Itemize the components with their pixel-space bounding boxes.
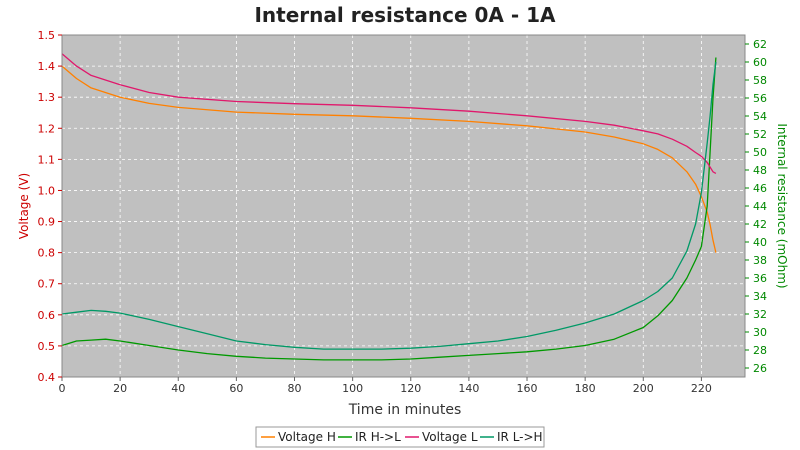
legend-label-ir-l-h: IR L->H (497, 430, 543, 444)
x-tick-label: 200 (633, 382, 654, 395)
y-left-axis-label: Voltage (V) (17, 173, 31, 239)
y-right-tick-label: 36 (753, 272, 767, 285)
y-right-tick-label: 54 (753, 110, 767, 123)
legend-box (255, 426, 545, 448)
x-tick-label: 160 (517, 382, 538, 395)
y-left-tick-label: 0.5 (38, 340, 56, 353)
x-tick-label: 180 (575, 382, 596, 395)
x-axis-label: Time in minutes (348, 402, 462, 418)
y-right-tick-label: 56 (753, 92, 767, 105)
x-tick-label: 40 (171, 382, 185, 395)
y-left-tick-label: 0.4 (38, 371, 56, 384)
y-left-tick-label: 0.9 (38, 216, 56, 229)
y-left-tick-label: 1.5 (38, 29, 56, 42)
x-tick-label: 80 (288, 382, 302, 395)
series-line-voltage-l (61, 53, 717, 174)
y-left-tick-label: 1.2 (38, 122, 56, 135)
x-axis-ticks: 0 20 40 60 80 100 120 140 160 180 200 220 (59, 377, 712, 395)
y-right-tick-label: 42 (753, 218, 767, 231)
y-right-tick-label: 60 (753, 56, 767, 69)
y-right-tick-label: 28 (753, 344, 767, 357)
y-right-tick-label: 34 (753, 290, 767, 303)
x-tick-label: 20 (113, 382, 127, 395)
y-left-axis-ticks: 0.4 0.5 0.6 0.7 0.8 0.9 1.0 1.1 1.2 1.3 1.4 1.5 (38, 29, 62, 384)
y-right-axis-label: Internal resistance (mOhm) (775, 123, 789, 288)
x-tick-label: 60 (229, 382, 243, 395)
legend: Voltage H IR H->L Voltage L IR L->H (255, 426, 545, 448)
x-tick-label: 0 (59, 382, 66, 395)
y-right-tick-label: 32 (753, 308, 767, 321)
y-right-tick-label: 52 (753, 128, 767, 141)
y-right-tick-label: 58 (753, 74, 767, 87)
x-tick-label: 100 (342, 382, 363, 395)
y-right-tick-label: 40 (753, 236, 767, 249)
y-left-tick-label: 1.4 (38, 60, 56, 73)
legend-item-voltage-l: Voltage L (405, 430, 478, 444)
y-right-tick-label: 38 (753, 254, 767, 267)
y-right-tick-label: 62 (753, 38, 767, 51)
legend-label-voltage-h: Voltage H (278, 430, 336, 444)
y-left-tick-label: 0.8 (38, 247, 56, 260)
y-left-tick-label: 0.6 (38, 309, 56, 322)
grid-lines (61, 34, 745, 378)
y-right-tick-label: 48 (753, 164, 767, 177)
y-right-tick-label: 30 (753, 326, 767, 339)
y-left-tick-label: 1.3 (38, 91, 56, 104)
legend-label-voltage-l: Voltage L (422, 430, 478, 444)
legend-item-ir-l-h: IR L->H (480, 430, 543, 444)
y-right-tick-label: 26 (753, 362, 767, 375)
x-tick-label: 220 (691, 382, 712, 395)
series-line-voltage-h (61, 65, 717, 253)
y-right-axis-ticks: 26 28 30 32 34 36 38 40 42 44 46 48 50 52 54 56 58 60 62 (745, 38, 767, 375)
legend-item-ir-h-l: IR H->L (338, 430, 401, 444)
y-left-tick-label: 1.0 (38, 184, 56, 197)
x-tick-label: 140 (458, 382, 479, 395)
y-right-tick-label: 50 (753, 146, 767, 159)
y-right-tick-label: 46 (753, 182, 767, 195)
y-right-tick-label: 44 (753, 200, 767, 213)
chart-title: Internal resistance 0A - 1A (254, 3, 556, 27)
legend-item-voltage-h: Voltage H (261, 430, 336, 444)
series-line-ir-l-h (61, 61, 717, 350)
x-tick-label: 120 (400, 382, 421, 395)
series-layer (61, 53, 717, 361)
y-left-tick-label: 1.1 (38, 153, 56, 166)
series-line-ir-h-l (61, 57, 717, 361)
y-left-tick-label: 0.7 (38, 278, 56, 291)
legend-label-ir-h-l: IR H->L (355, 430, 401, 444)
plot-area (62, 35, 745, 377)
